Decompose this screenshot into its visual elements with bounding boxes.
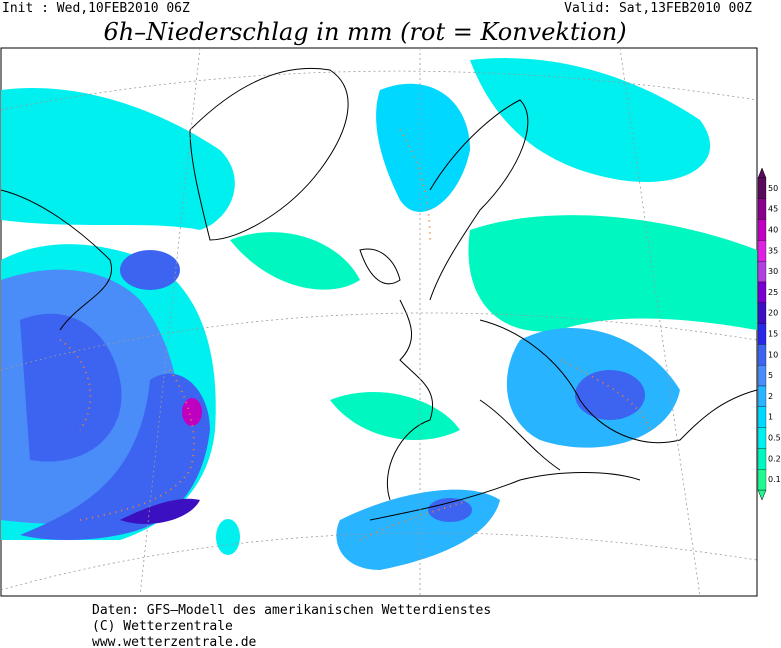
legend-cap <box>757 489 767 501</box>
legend-swatch <box>757 323 767 345</box>
legend-label: 0.1 <box>768 475 781 484</box>
legend-swatch <box>757 261 767 283</box>
footer-line: www.wetterzentrale.de <box>92 635 257 648</box>
legend-cap <box>757 167 767 179</box>
init-time: Init : Wed,10FEB2010 06Z <box>2 1 190 16</box>
legend-label: 20 <box>768 309 778 318</box>
precipitation <box>1 58 757 570</box>
map-title: 6h–Niederschlag in mm (rot = Konvektion) <box>103 18 626 46</box>
legend-label: 5 <box>768 371 773 380</box>
legend-swatch <box>757 344 767 366</box>
legend-label: 35 <box>768 246 778 255</box>
legend-label: 50 <box>768 184 778 193</box>
legend-swatch <box>757 448 767 470</box>
footer-line: Daten: GFS–Modell des amerikanischen Wet… <box>92 603 491 618</box>
legend-label: 2 <box>768 392 773 401</box>
valid-time: Valid: Sat,13FEB2010 00Z <box>564 1 752 16</box>
legend-swatch <box>757 219 767 241</box>
legend-swatch <box>757 281 767 303</box>
legend-label: 0.5 <box>768 434 781 443</box>
legend-label: 0.2 <box>768 454 781 463</box>
map <box>0 47 758 597</box>
legend-label: 10 <box>768 350 778 359</box>
legend-label: 30 <box>768 267 778 276</box>
legend-swatch <box>757 240 767 262</box>
legend-label: 45 <box>768 205 778 214</box>
legend-swatch <box>757 365 767 387</box>
legend-swatch <box>757 406 767 428</box>
legend-swatch <box>757 177 767 199</box>
legend-swatch <box>757 469 767 491</box>
convection <box>59 129 651 541</box>
legend-swatch <box>757 198 767 220</box>
legend-swatch <box>757 385 767 407</box>
legend-swatch <box>757 427 767 449</box>
footer-line: (C) Wetterzentrale <box>92 619 233 634</box>
legend-label: 15 <box>768 330 778 339</box>
legend-label: 1 <box>768 413 773 422</box>
graticule <box>0 47 758 597</box>
legend-label: 25 <box>768 288 778 297</box>
color-legend: 50 45 40 35 30 25 20 15 10 5 2 1 0.5 0.2 0.1 <box>757 167 781 501</box>
legend-swatch <box>757 302 767 324</box>
coastlines <box>0 68 758 521</box>
legend-label: 40 <box>768 226 778 235</box>
